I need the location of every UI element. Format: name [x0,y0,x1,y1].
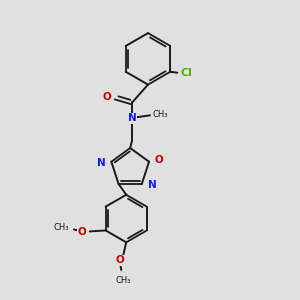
Text: N: N [97,158,105,168]
Text: Cl: Cl [180,68,192,78]
Text: O: O [155,155,164,165]
Text: O: O [77,227,86,237]
Text: CH₃: CH₃ [153,110,169,119]
Text: CH₃: CH₃ [53,223,69,232]
Text: CH₃: CH₃ [116,276,131,285]
Text: N: N [128,113,136,123]
Text: O: O [116,255,125,265]
Text: N: N [148,180,157,190]
Text: O: O [103,92,111,101]
